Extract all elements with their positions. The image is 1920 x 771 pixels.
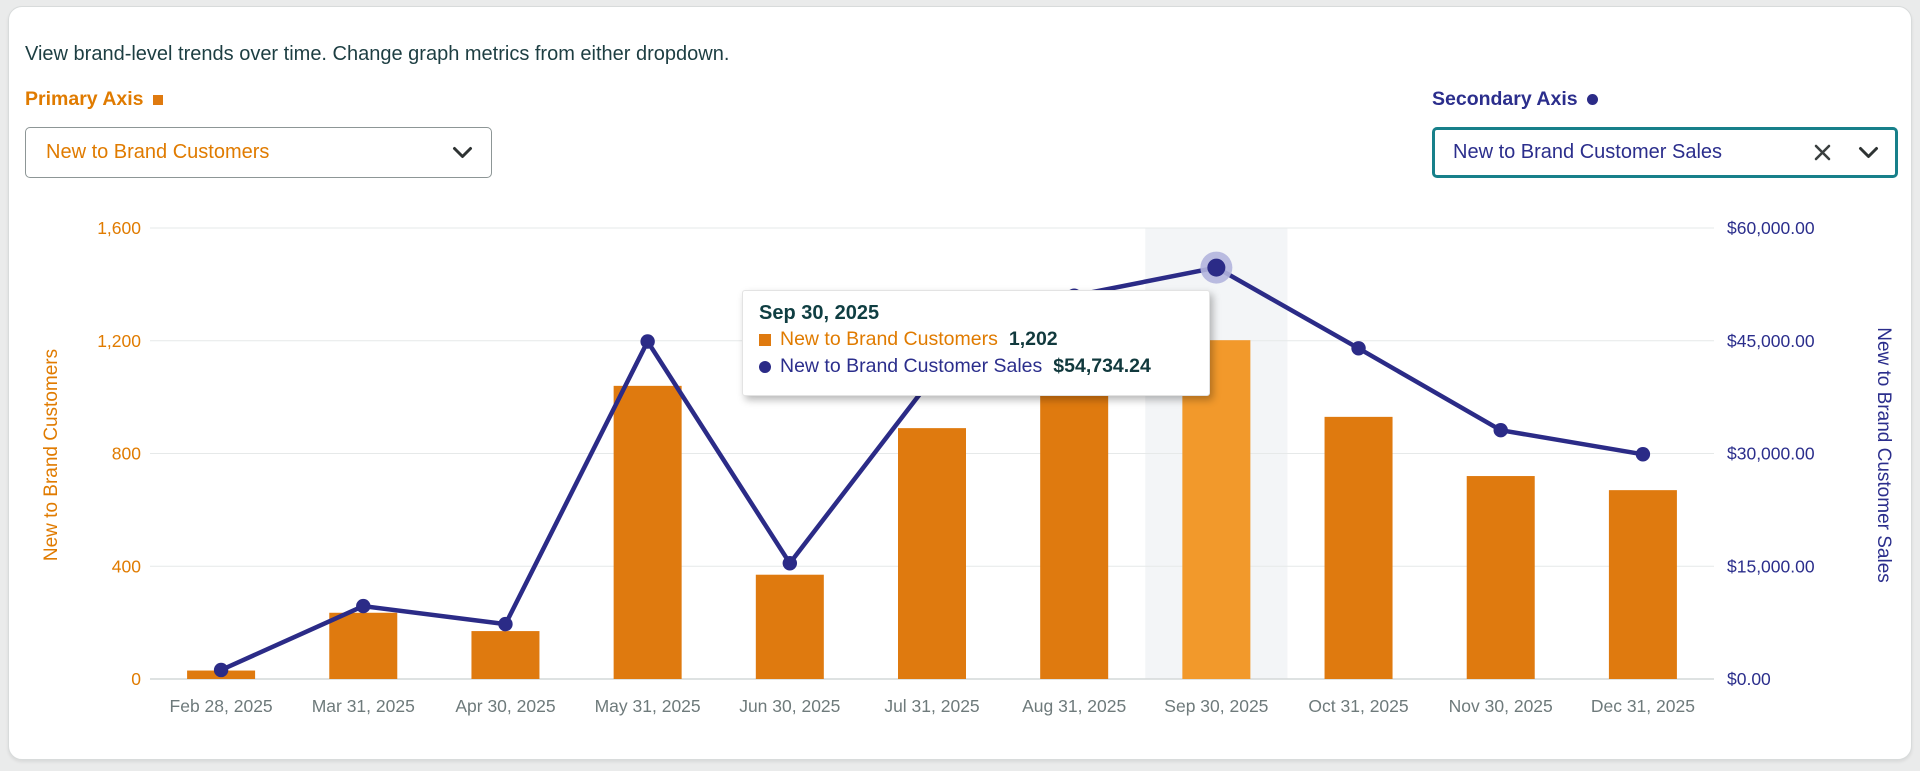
right-axis-tick-label: $30,000.00	[1727, 444, 1815, 464]
x-tick-label-dec-31-2025: Dec 31, 2025	[1591, 696, 1695, 716]
chart-tooltip: Sep 30, 2025 New to Brand Customers 1,202…	[742, 290, 1210, 396]
bar-mar-31-2025[interactable]	[329, 612, 398, 679]
bar-jun-30-2025[interactable]	[755, 574, 824, 679]
clear-selection-icon[interactable]	[1813, 143, 1832, 162]
bar-may-31-2025[interactable]	[613, 385, 682, 679]
line-series-marker-icon	[1586, 94, 1598, 105]
bar-marker-icon	[759, 333, 771, 346]
secondary-metric-combobox[interactable]: New to Brand Customer Sales	[1432, 127, 1898, 178]
x-tick-label-aug-31-2025: Aug 31, 2025	[1022, 696, 1126, 716]
right-axis-tick-label: $0.00	[1727, 669, 1771, 689]
x-tick-label-feb-28-2025: Feb 28, 2025	[170, 696, 273, 716]
right-axis-tick-label: $45,000.00	[1727, 331, 1815, 351]
x-tick-label-apr-30-2025: Apr 30, 2025	[455, 696, 555, 716]
bar-nov-30-2025[interactable]	[1466, 476, 1535, 679]
secondary-axis-label: Secondary Axis	[1432, 88, 1578, 110]
tooltip-rows: New to Brand Customers 1,202 New to Brand …	[759, 326, 1193, 380]
right-axis-tick-label: $15,000.00	[1727, 556, 1815, 576]
tooltip-series-value: $54,734.24	[1053, 355, 1151, 377]
tooltip-row: New to Brand Customers 1,202	[759, 326, 1193, 353]
x-tick-label-nov-30-2025: Nov 30, 2025	[1449, 696, 1553, 716]
x-tick-label-jun-30-2025: Jun 30, 2025	[739, 696, 840, 716]
x-tick-label-may-31-2025: May 31, 2025	[595, 696, 701, 716]
point-apr-30-2025[interactable]	[498, 616, 513, 632]
x-tick-label-oct-31-2025: Oct 31, 2025	[1308, 696, 1408, 716]
x-tick-label-jul-31-2025: Jul 31, 2025	[884, 696, 979, 716]
intro-text: View brand-level trends over time. Chang…	[25, 43, 730, 65]
point-mar-31-2025[interactable]	[356, 598, 371, 614]
left-axis-tick-label: 400	[112, 556, 141, 576]
point-jun-30-2025[interactable]	[782, 556, 798, 571]
point-feb-28-2025[interactable]	[213, 662, 229, 678]
secondary-metric-value: New to Brand Customer Sales	[1453, 141, 1723, 163]
secondary-axis-header: Secondary Axis	[1432, 88, 1598, 111]
right-axis-tick-label: $60,000.00	[1727, 218, 1815, 238]
line-marker-icon	[759, 360, 771, 373]
left-axis-tick-label: 1,200	[97, 331, 141, 351]
tooltip-series-value: 1,202	[1008, 328, 1058, 350]
bar-aug-31-2025[interactable]	[1040, 394, 1109, 679]
primary-metric-value: New to Brand Customers	[46, 141, 270, 163]
bar-dec-31-2025[interactable]	[1608, 490, 1677, 679]
point-dec-31-2025[interactable]	[1635, 447, 1651, 462]
tooltip-series-label: New to Brand Customer Sales	[780, 355, 1043, 377]
right-axis-title: New to Brand Customer Sales	[1873, 327, 1894, 583]
chevron-down-icon	[1858, 146, 1879, 159]
primary-axis-header: Primary Axis	[25, 88, 163, 111]
chevron-down-icon	[452, 146, 473, 159]
point-oct-31-2025[interactable]	[1351, 341, 1366, 356]
bar-jul-31-2025[interactable]	[898, 428, 966, 679]
x-tick-label-mar-31-2025: Mar 31, 2025	[312, 696, 415, 716]
bar-sep-30-2025[interactable]	[1182, 340, 1251, 679]
tooltip-date: Sep 30, 2025	[759, 302, 880, 324]
point-sep-30-2025[interactable]	[1207, 258, 1226, 277]
primary-metric-dropdown[interactable]: New to Brand Customers	[25, 127, 492, 178]
left-axis-title: New to Brand Customers	[41, 349, 62, 561]
bar-apr-30-2025[interactable]	[471, 631, 540, 679]
bar-oct-31-2025[interactable]	[1324, 416, 1393, 679]
left-axis-tick-label: 0	[131, 669, 141, 689]
point-may-31-2025[interactable]	[640, 334, 655, 349]
tooltip-series-label: New to Brand Customers	[780, 328, 998, 350]
left-axis-tick-label: 800	[112, 444, 141, 464]
primary-axis-label: Primary Axis	[25, 88, 144, 110]
bar-series-marker-icon	[152, 94, 163, 105]
point-nov-30-2025[interactable]	[1493, 422, 1508, 438]
left-axis-tick-label: 1,600	[97, 218, 141, 238]
x-tick-label-sep-30-2025: Sep 30, 2025	[1164, 696, 1268, 716]
tooltip-row: New to Brand Customer Sales $54,734.24	[759, 353, 1193, 380]
